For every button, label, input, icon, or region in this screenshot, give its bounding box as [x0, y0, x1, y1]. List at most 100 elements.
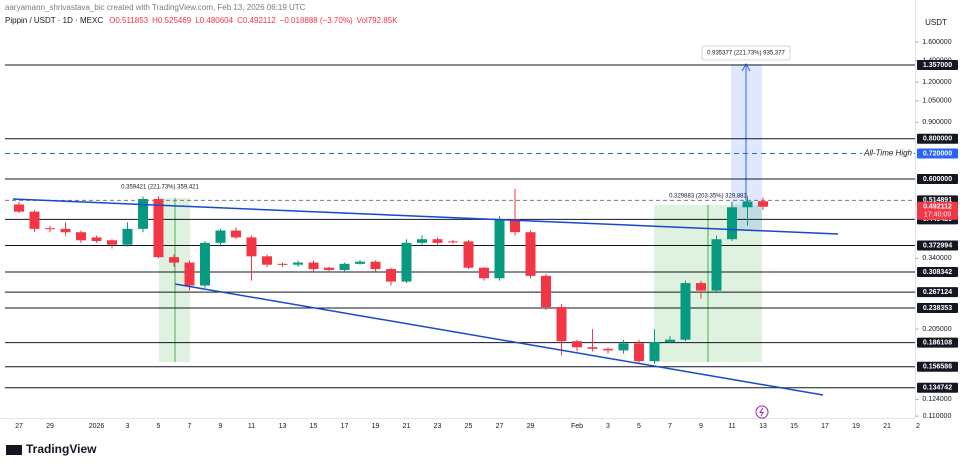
- candle-body: [758, 201, 768, 207]
- x-tick-label: 27: [15, 423, 23, 430]
- ath-text-bg: [862, 148, 914, 159]
- trendline: [12, 198, 839, 235]
- x-tick-label: 11: [728, 423, 735, 430]
- ath-label: 0.720000: [923, 150, 952, 157]
- x-tick-label: 13: [279, 423, 287, 430]
- candle-body: [45, 228, 55, 230]
- candle-body: [727, 207, 737, 240]
- chart-title: Pippin / USDT · 1D · MEXC: [5, 16, 103, 25]
- ath-text: All-Time High: [863, 149, 912, 158]
- candle-body: [665, 339, 675, 342]
- y-tick-label: 0.340000: [922, 255, 951, 262]
- level-label: 0.600000: [923, 176, 952, 183]
- candle-body: [153, 199, 164, 258]
- trendline: [174, 283, 824, 396]
- x-tick-label: 2: [916, 423, 920, 430]
- candle-body: [293, 262, 303, 265]
- level-label-box: [917, 59, 958, 70]
- x-tick-label: 3: [606, 423, 610, 430]
- x-tick-label: 25: [465, 423, 473, 430]
- y-tick-label: 1.600000: [922, 39, 951, 46]
- level-label-box: [917, 240, 958, 251]
- level-label: 0.156586: [923, 364, 952, 371]
- candle-body: [60, 228, 71, 233]
- trendlines: [12, 198, 839, 396]
- event-bolt: [759, 407, 764, 417]
- candle-body: [572, 341, 582, 348]
- x-tick-label: Feb: [571, 423, 583, 430]
- candle-body: [386, 269, 396, 282]
- candle-body: [107, 240, 117, 245]
- x-tick-label: 23: [434, 423, 442, 430]
- candle-body: [711, 239, 722, 291]
- candle-body: [432, 239, 443, 243]
- price-label: 0.492112: [923, 204, 952, 211]
- level-label-box: [917, 133, 958, 144]
- level-label-box: [917, 361, 958, 372]
- header-value: O0.511853: [109, 16, 149, 25]
- candle-body: [680, 283, 691, 340]
- candle-body: [184, 262, 195, 286]
- x-tick-label: 21: [883, 423, 891, 430]
- header-value: H0.525469: [152, 16, 192, 25]
- candle-body: [200, 242, 210, 286]
- candle-body: [277, 263, 288, 265]
- level-label-box: [917, 267, 958, 278]
- candle-body: [634, 343, 644, 362]
- candle-body: [29, 211, 40, 229]
- level-label: 0.134742: [923, 385, 952, 392]
- candle-body: [510, 219, 520, 233]
- candle-body: [231, 230, 241, 238]
- x-tick-label: 9: [699, 423, 703, 430]
- header-value: Vol792.85K: [357, 16, 399, 25]
- candle-body: [215, 230, 226, 243]
- candle-body: [587, 347, 598, 349]
- y-tick-label: 0.124000: [922, 396, 951, 403]
- candles: [14, 188, 768, 364]
- candle-body: [649, 341, 660, 362]
- candle-body: [339, 263, 350, 270]
- x-tick-label: 5: [157, 423, 161, 430]
- y-tick-label: 0.900000: [922, 119, 951, 126]
- level-label: 0.308342: [923, 269, 952, 276]
- price-label-box: [917, 201, 958, 220]
- x-tick-label: 15: [790, 423, 798, 430]
- x-tick-label: 2026: [89, 423, 105, 430]
- level-label-box: [917, 337, 958, 348]
- candle-body: [324, 267, 334, 270]
- y-tick-label: 1.200000: [922, 79, 951, 86]
- candle-body: [122, 228, 133, 245]
- measure-label: 0.359421 (221.73%) 359,421: [121, 185, 199, 191]
- header-value: L0.480604: [195, 16, 233, 25]
- logo-mark: [6, 445, 22, 455]
- level-label: 1.357000: [923, 62, 952, 69]
- candle-body: [494, 219, 505, 279]
- candle-body: [479, 267, 489, 279]
- x-tick-label: 13: [759, 423, 767, 430]
- y-tick-label: 1.050000: [922, 98, 951, 105]
- countdown: 17:40:09: [924, 212, 951, 219]
- candle-body: [138, 199, 148, 229]
- measure-label: 0.935377 (221.73%) 935,377: [707, 51, 785, 57]
- candle-body: [463, 241, 474, 268]
- x-tick-label: 27: [496, 423, 504, 430]
- x-tick-label: 21: [403, 423, 411, 430]
- measure-box: [701, 45, 791, 61]
- candle-body: [742, 201, 753, 208]
- candle-body: [76, 232, 86, 241]
- level-label: 0.372994: [923, 242, 952, 249]
- currency: USDT: [925, 18, 947, 27]
- brand: TradingView: [26, 442, 97, 456]
- candle-body: [525, 232, 536, 276]
- x-tick-label: 5: [637, 423, 641, 430]
- x-tick-label: 29: [527, 423, 535, 430]
- header-value: −0.018888 (−3.70%): [280, 16, 353, 25]
- level-label: 0.800000: [923, 136, 952, 143]
- candle-body: [556, 307, 567, 342]
- x-tick-label: 17: [341, 423, 349, 430]
- level-label-box: [917, 303, 958, 314]
- x-tick-label: 15: [310, 423, 318, 430]
- x-tick-label: 3: [126, 423, 130, 430]
- x-tick-label: 9: [219, 423, 223, 430]
